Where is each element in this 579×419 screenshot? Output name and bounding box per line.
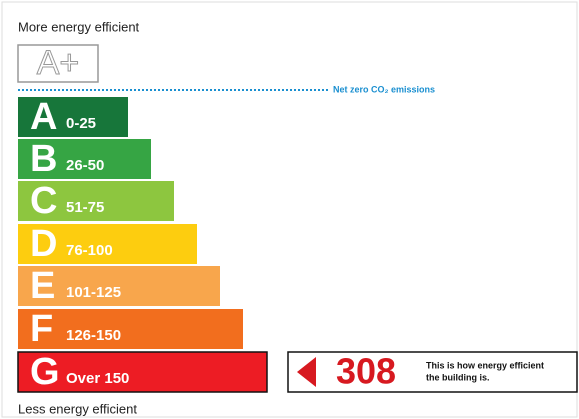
net-zero-label: Net zero CO₂ emissions <box>333 84 435 94</box>
band-bar <box>18 97 128 137</box>
rating-box <box>287 351 578 393</box>
band-letter: F <box>30 308 53 350</box>
band-range: 101-125 <box>66 284 121 301</box>
aplus-box <box>17 44 99 83</box>
rating-text: the building is. <box>426 372 490 382</box>
band-bar <box>17 351 268 393</box>
band-range: 26-50 <box>66 157 104 174</box>
band-bar <box>18 309 243 349</box>
band-letter: E <box>30 265 55 307</box>
rating-arrow <box>297 357 316 387</box>
band-letter: B <box>30 138 57 180</box>
band-bar <box>18 266 220 306</box>
band-bar <box>18 181 174 221</box>
band-range: 51-75 <box>66 199 104 216</box>
band-range: 0-25 <box>66 115 96 132</box>
aplus-label: A+ <box>37 44 80 82</box>
band-letter: D <box>30 223 57 265</box>
bands: A 0-25 B 26-50 C 51-75 D 76-100 E 101-125 F 126-150… <box>17 96 268 393</box>
band-bar <box>18 224 197 264</box>
top-label: More energy efficient <box>18 19 140 34</box>
band-range: Over 150 <box>66 370 129 387</box>
band-range: 126-150 <box>66 327 121 344</box>
bottom-label: Less energy efficient <box>18 401 137 416</box>
band-letter: G <box>30 351 60 393</box>
band-letter: C <box>30 180 57 222</box>
band-letter: A <box>30 96 57 138</box>
rating-text: This is how energy efficient <box>426 360 544 370</box>
band-range: 76-100 <box>66 242 113 259</box>
band-bar <box>18 139 151 179</box>
rating-value: 308 <box>336 351 396 392</box>
